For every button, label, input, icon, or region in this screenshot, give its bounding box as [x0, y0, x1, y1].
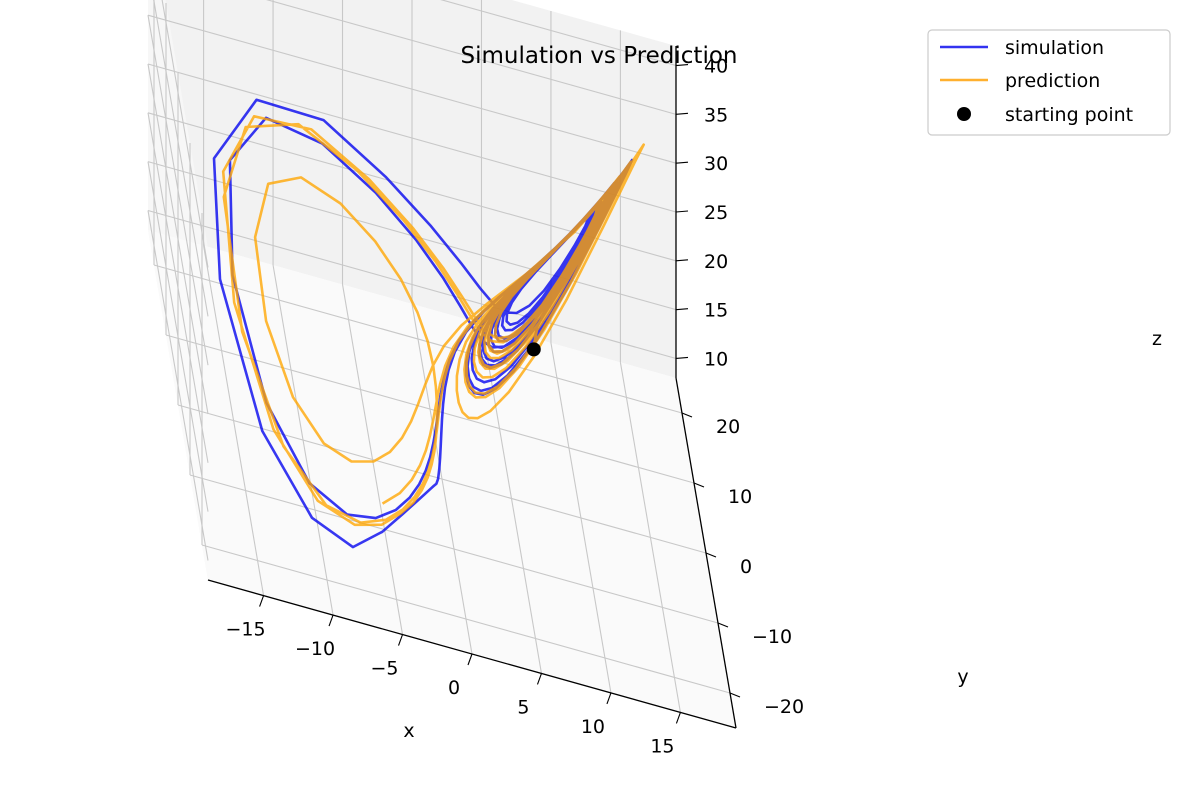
- legend-swatch-starting-point: [957, 107, 971, 121]
- grid-y-floor-4: [153, 264, 683, 414]
- z-tick-label-6: 40: [704, 56, 728, 78]
- grid-z-left-5: [153, 0, 209, 317]
- x-tick-mark-1: [328, 614, 334, 627]
- y-tick-label-3: 10: [728, 486, 752, 508]
- z-tick-mark-4: [675, 161, 689, 164]
- tick-labels: −15 −10 −5 0 5 10 15 −20 −10 0 10 20 10 15 20 25 30 35 40: [226, 56, 805, 758]
- grid-z-left-6: [161, 0, 209, 268]
- trajectory-lines: [212, 98, 645, 549]
- z-tick-mark-3: [675, 210, 689, 213]
- z-tick-label-5: 35: [704, 104, 728, 126]
- y-tick-label-4: 20: [716, 416, 740, 438]
- legend-label-starting-point: starting point: [1005, 104, 1133, 126]
- z-tick-label-0: 10: [704, 348, 728, 370]
- z-tick-mark-0: [675, 356, 689, 360]
- grid-lines: [147, 0, 731, 713]
- legend-label-simulation: simulation: [1005, 37, 1104, 59]
- z-tick-label-4: 30: [704, 153, 728, 175]
- x-tick-label-5: 10: [581, 716, 605, 738]
- x-tick-mark-5: [606, 692, 612, 705]
- grid-z-back-0: [147, 209, 677, 360]
- z-tick-mark-5: [675, 112, 689, 115]
- grid-y-floor-2: [177, 404, 707, 554]
- grid-z-left-3: [147, 63, 209, 415]
- grid-z-back-3: [147, 63, 677, 213]
- y-tick-label-0: −20: [764, 696, 804, 718]
- legend-label-prediction: prediction: [1005, 70, 1100, 92]
- x-tick-mark-6: [675, 712, 681, 724]
- axis-lines: [207, 46, 741, 729]
- series-line-prediction: [221, 115, 645, 527]
- z-axis-label: z: [1152, 328, 1162, 350]
- y-tick-mark-0: [729, 692, 741, 698]
- z-tick-mark-2: [675, 259, 689, 262]
- x-tick-label-6: 15: [650, 735, 674, 757]
- grid-z-left-4: [147, 15, 209, 366]
- x-tick-mark-2: [398, 634, 404, 646]
- x-tick-mark-0: [259, 595, 265, 607]
- grid-z-left-1: [147, 161, 209, 512]
- z-tick-mark-1: [675, 308, 689, 311]
- legend-frame: [927, 29, 1171, 136]
- y-axis-label: y: [957, 666, 968, 688]
- grid-z-left-0: [147, 210, 209, 561]
- y-tick-mark-2: [705, 552, 717, 558]
- grid-z-back-4: [147, 14, 677, 164]
- x-tick-label-2: −5: [371, 658, 399, 680]
- x-tick-mark-4: [536, 673, 542, 685]
- y-tick-mark-4: [681, 412, 693, 418]
- z-tick-label-1: 15: [704, 300, 728, 322]
- grid-y-floor-1: [189, 474, 719, 624]
- x-tick-label-3: 0: [448, 677, 460, 699]
- legend: simulation prediction starting point: [927, 29, 1171, 136]
- x-tick-label-1: −10: [295, 638, 335, 660]
- y-tick-label-1: −10: [752, 626, 792, 648]
- grid-z-left-2: [147, 112, 209, 463]
- x-tick-label-0: −15: [226, 619, 266, 641]
- y-tick-mark-3: [693, 482, 705, 488]
- y-tick-mark-1: [717, 622, 729, 628]
- grid-z-back-6: [440, 0, 677, 67]
- chart-title: Simulation vs Prediction: [461, 43, 738, 69]
- y-tick-label-2: 0: [740, 556, 752, 578]
- z-tick-mark-6: [675, 63, 689, 67]
- series-point-starting-point: [526, 342, 541, 357]
- x-tick-mark-3: [467, 653, 473, 666]
- z-tick-label-2: 20: [704, 251, 728, 273]
- x-axis-label: x: [403, 720, 414, 742]
- x-tick-label-4: 5: [517, 696, 529, 718]
- grid-z-back-5: [266, 0, 677, 115]
- grid-y-floor-0: [201, 544, 731, 694]
- z-tick-label-3: 25: [704, 202, 728, 224]
